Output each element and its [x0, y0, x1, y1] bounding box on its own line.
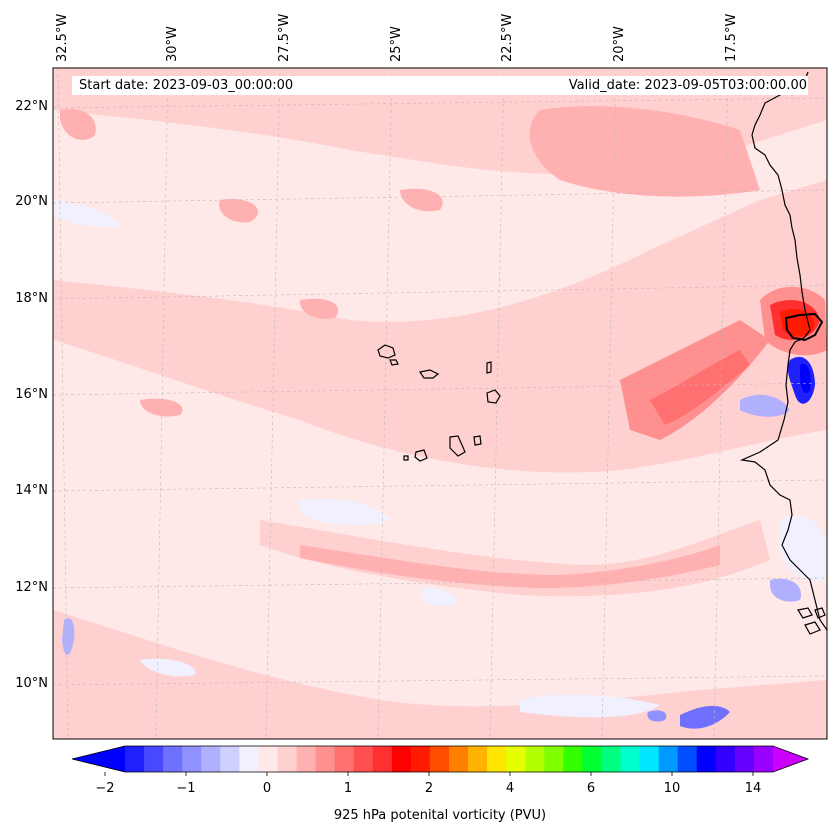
- colorbar-extend-max: [773, 746, 808, 772]
- colorbar-segment: [696, 746, 717, 772]
- colorbar-segment: [372, 746, 393, 772]
- colorbar-segment: [715, 746, 736, 772]
- colorbar-segment: [277, 746, 298, 772]
- colorbar-segment: [468, 746, 488, 772]
- colorbar-tick: 1: [343, 781, 353, 796]
- colorbar-title: 925 hPa potenital vorticity (PVU): [333, 808, 547, 823]
- colorbar-segment: [582, 746, 602, 772]
- lon-label: 25°W: [389, 26, 404, 62]
- colorbar-segment: [677, 746, 698, 772]
- lat-label: 20°N: [15, 194, 48, 209]
- colorbar-tick: 14: [744, 781, 762, 796]
- colorbar-segment: [753, 746, 774, 772]
- header-bar: [72, 76, 808, 95]
- lat-label: 10°N: [15, 676, 48, 691]
- colorbar-segment: [563, 746, 583, 772]
- colorbar-segment: [182, 746, 202, 772]
- colorbar-segment: [734, 746, 755, 772]
- colorbar-segment: [315, 746, 336, 772]
- colorbar-tick: 10: [663, 781, 681, 796]
- colorbar-tick: 6: [586, 781, 596, 796]
- colorbar-segment: [296, 746, 317, 772]
- lat-label: 16°N: [15, 387, 48, 402]
- lat-label: 22°N: [15, 99, 48, 114]
- colorbar-segment: [487, 746, 507, 772]
- colorbar-extend-min: [72, 746, 125, 772]
- colorbar-segment: [429, 746, 450, 772]
- colorbar-segment: [239, 746, 259, 772]
- colorbar-segment: [391, 746, 412, 772]
- lon-label: 20°W: [612, 26, 627, 62]
- colorbar-tick: −2: [95, 781, 115, 796]
- colorbar-segment: [163, 746, 183, 772]
- lon-label: 17.5°W: [724, 13, 739, 62]
- colorbar: [71, 745, 810, 776]
- colorbar-segment: [506, 746, 526, 772]
- plot-frame: [52, 67, 828, 740]
- colorbar-tick: 0: [262, 781, 272, 796]
- valid-date-label: Valid_date: 2023-09-05T03:00:00.00: [568, 78, 807, 93]
- pv-field: [53, 68, 827, 739]
- colorbar-segment: [201, 746, 221, 772]
- colorbar-segment: [258, 746, 278, 772]
- lat-label: 12°N: [15, 580, 48, 595]
- lon-label: 32.5°W: [55, 13, 70, 62]
- lon-label: 22.5°W: [500, 13, 515, 62]
- colorbar-segment: [353, 746, 374, 772]
- colorbar-segment: [334, 746, 355, 772]
- colorbar-segment: [620, 746, 641, 772]
- colorbar-segment: [544, 746, 564, 772]
- colorbar-tick: −1: [176, 781, 196, 796]
- colorbar-tick: 4: [505, 781, 515, 796]
- graticule: [53, 68, 827, 739]
- lon-label: 30°W: [165, 26, 180, 62]
- colorbar-segment: [220, 746, 240, 772]
- lon-label: 27.5°W: [277, 13, 292, 62]
- lat-label: 18°N: [15, 291, 48, 306]
- colorbar-segment: [639, 746, 660, 772]
- colorbar-outline: [71, 745, 810, 773]
- colorbar-segment: [525, 746, 545, 772]
- colorbar-segment: [410, 746, 431, 772]
- colorbar-segment: [449, 746, 469, 772]
- colorbar-tick: 2: [424, 781, 434, 796]
- colorbar-segment: [144, 746, 164, 772]
- colorbar-segment: [125, 746, 145, 772]
- lat-label: 14°N: [15, 483, 48, 498]
- colorbar-segment: [658, 746, 679, 772]
- coastline: [377, 71, 827, 635]
- start-date-label: Start date: 2023-09-03_00:00:00: [79, 78, 294, 93]
- colorbar-segment: [601, 746, 622, 772]
